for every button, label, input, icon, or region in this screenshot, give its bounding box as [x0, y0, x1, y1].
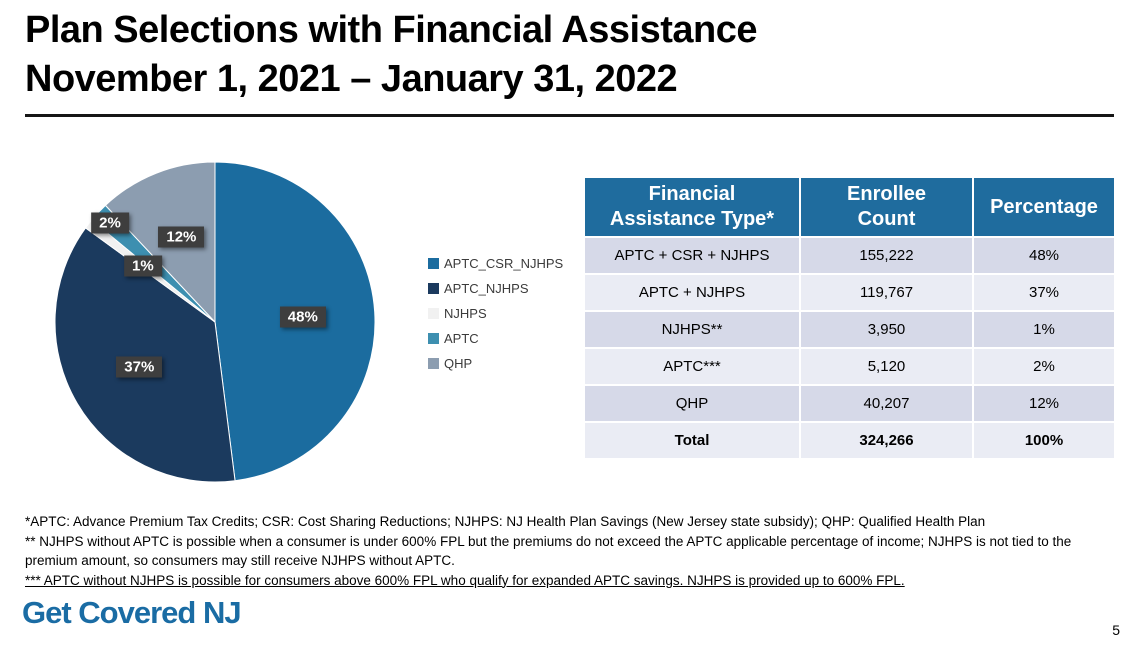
legend-label: NJHPS	[444, 306, 487, 321]
chart-legend: APTC_CSR_NJHPS APTC_NJHPS NJHPS APTC QHP	[428, 256, 563, 371]
title-line-1: Plan Selections with Financial Assistanc…	[25, 9, 758, 51]
table-cell: 5,120	[799, 347, 974, 386]
table-cell: 324,266	[799, 421, 974, 460]
table-cell: 155,222	[799, 236, 974, 275]
table-row: APTC + CSR + NJHPS 155,222 48%	[583, 236, 1116, 275]
table-header-row: Financial Assistance Type* Enrollee Count…	[583, 176, 1116, 238]
table-cell: 100%	[972, 421, 1116, 460]
pie-data-label-APTC_NJHPS: 37%	[116, 356, 163, 378]
legend-item-APTC_CSR_NJHPS: APTC_CSR_NJHPS	[428, 256, 563, 271]
slide-title: Plan Selections with Financial Assistanc…	[25, 6, 1114, 117]
table-cell: NJHPS**	[583, 310, 801, 349]
title-line-2: November 1, 2021 – January 31, 2022	[25, 58, 678, 101]
legend-item-QHP: QHP	[428, 356, 563, 371]
pie-chart: 48% 37% 1% 2% 12%	[5, 112, 425, 532]
legend-label: QHP	[444, 356, 473, 371]
footnotes: *APTC: Advance Premium Tax Credits; CSR:…	[25, 512, 1119, 590]
table-row: APTC + NJHPS 119,767 37%	[583, 273, 1116, 312]
table-header-cell: Financial Assistance Type*	[583, 176, 801, 238]
table-row: NJHPS** 3,950 1%	[583, 310, 1116, 349]
table-cell: 2%	[972, 347, 1116, 386]
financial-assistance-table: Financial Assistance Type* Enrollee Count…	[583, 176, 1116, 460]
table-cell: 1%	[972, 310, 1116, 349]
page-number: 5	[1112, 622, 1120, 638]
footnote-3: *** APTC without NJHPS is possible for c…	[25, 572, 905, 588]
legend-item-APTC: APTC	[428, 331, 563, 346]
legend-swatch-icon	[428, 308, 439, 319]
legend-swatch-icon	[428, 258, 439, 269]
pie-svg	[54, 161, 376, 483]
table-cell: Total	[583, 421, 801, 460]
table-cell: APTC***	[583, 347, 801, 386]
table-row: QHP 40,207 12%	[583, 384, 1116, 423]
pie-data-label-APTC: 2%	[91, 212, 129, 234]
table-cell: 40,207	[799, 384, 974, 423]
table-row: APTC*** 5,120 2%	[583, 347, 1116, 386]
table-cell: APTC + NJHPS	[583, 273, 801, 312]
pie-slice-APTC_NJHPS	[54, 227, 236, 483]
footnote-1: *APTC: Advance Premium Tax Credits; CSR:…	[25, 514, 986, 529]
legend-label: APTC	[444, 331, 479, 346]
pie-data-label-APTC_CSR_NJHPS: 48%	[279, 306, 326, 327]
table-header-cell: Percentage	[972, 176, 1116, 238]
getcoverednj-logo: Get Covered NJ	[22, 595, 242, 630]
legend-swatch-icon	[428, 358, 439, 369]
table-cell: 12%	[972, 384, 1116, 423]
legend-item-NJHPS: NJHPS	[428, 306, 563, 321]
footnote-2: ** NJHPS without APTC is possible when a…	[25, 533, 1072, 569]
table-cell: 48%	[972, 236, 1116, 275]
pie-data-label-QHP: 12%	[158, 226, 205, 248]
table-header-cell: Enrollee Count	[799, 176, 974, 238]
table-cell: 119,767	[799, 273, 974, 312]
table-total-row: Total 324,266 100%	[583, 421, 1116, 460]
legend-label: APTC_NJHPS	[444, 281, 529, 296]
legend-label: APTC_CSR_NJHPS	[444, 256, 564, 271]
table-cell: APTC + CSR + NJHPS	[583, 236, 801, 275]
legend-item-APTC_NJHPS: APTC_NJHPS	[428, 281, 563, 296]
table-cell: QHP	[583, 384, 801, 423]
table-cell: 37%	[972, 273, 1116, 312]
pie-data-label-NJHPS: 1%	[124, 255, 162, 277]
legend-swatch-icon	[428, 333, 439, 344]
legend-swatch-icon	[428, 283, 439, 294]
table-cell: 3,950	[799, 310, 974, 349]
